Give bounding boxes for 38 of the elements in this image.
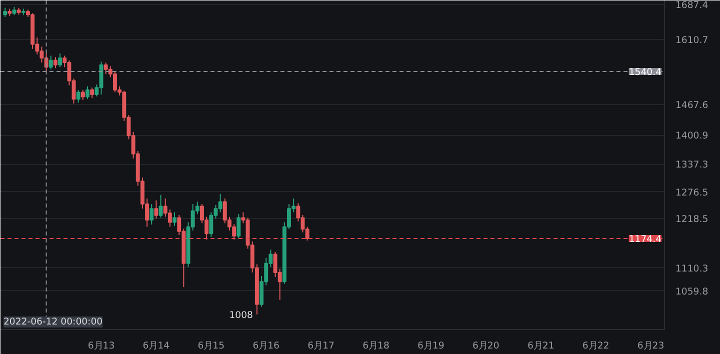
x-tick-label: 6月14: [142, 340, 170, 352]
ref-line-label: 1174.4: [628, 234, 662, 246]
ref-line-label: 2022-06-12 00:00:00: [4, 316, 103, 328]
candlestick: [48, 55, 53, 70]
x-tick-label: 6月15: [198, 340, 225, 352]
candlestick: [86, 86, 90, 100]
candlestick: [53, 56, 58, 69]
candlestick: [209, 212, 214, 238]
y-tick-label: 1687.4: [676, 0, 708, 11]
candlestick: [76, 89, 80, 104]
candlestick: [58, 52, 62, 68]
candlestick: [154, 200, 158, 220]
y-tick-label: 1276.5: [676, 187, 708, 198]
y-tick-label: 1059.8: [676, 286, 708, 298]
x-tick-label: 6月23: [637, 340, 664, 352]
x-tick-label: 6月18: [362, 340, 390, 352]
x-tick-label: 6月17: [308, 340, 335, 352]
x-tick-label: 6月16: [252, 340, 280, 352]
y-tick-label: 1610.7: [676, 34, 708, 46]
candlestick: [168, 208, 172, 228]
candlestick: [3, 7, 8, 18]
candlestick: [172, 212, 176, 226]
x-tick-label: 6月21: [527, 340, 554, 352]
y-tick-label: 1467.6: [676, 100, 708, 112]
candlestick: [80, 89, 85, 100]
candlestick: [150, 204, 154, 226]
x-tick-label: 6月13: [88, 340, 115, 352]
x-tick-label: 6月19: [418, 340, 444, 352]
y-tick-label: 1110.3: [676, 263, 708, 274]
y-tick-label: 1218.5: [676, 214, 708, 225]
x-tick-label: 6月22: [582, 340, 610, 352]
x-tick-label: 6月20: [472, 340, 500, 352]
y-tick-label: 1400.9: [676, 130, 708, 142]
annotation: 1008: [229, 310, 254, 321]
candlestick: [236, 214, 241, 239]
y-tick-label: 1337.3: [676, 160, 708, 171]
candlestick: [90, 87, 94, 99]
candlestick: [158, 194, 163, 218]
